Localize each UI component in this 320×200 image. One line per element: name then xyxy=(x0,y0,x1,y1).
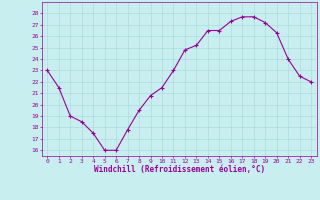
X-axis label: Windchill (Refroidissement éolien,°C): Windchill (Refroidissement éolien,°C) xyxy=(94,165,265,174)
